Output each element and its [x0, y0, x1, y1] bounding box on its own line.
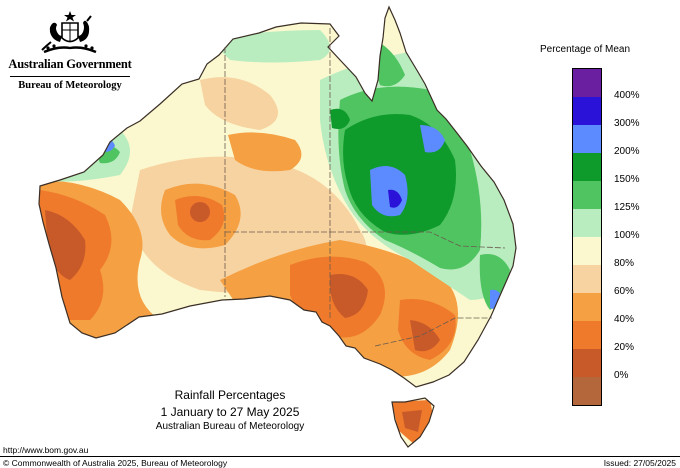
legend-label: 100%: [614, 230, 640, 241]
legend-label: 20%: [614, 342, 635, 353]
legend-swatch: [573, 97, 601, 125]
legend-swatch: [573, 125, 601, 153]
government-name: Australian Government: [8, 57, 132, 71]
legend-label: 40%: [614, 314, 635, 325]
legend-swatch: [573, 181, 601, 209]
caption-date-range: 1 January to 27 May 2025: [160, 405, 300, 419]
legend-title: Percentage of Mean: [540, 44, 631, 55]
bureau-name: Bureau of Meteorology: [18, 80, 122, 91]
legend-swatch: [573, 265, 601, 293]
copyright-text: © Commonwealth of Australia 2025, Bureau…: [3, 458, 228, 468]
caption-source: Australian Bureau of Meteorology: [155, 421, 305, 432]
legend-label: 125%: [614, 202, 640, 213]
legend-color-bar: [572, 68, 602, 406]
legend-swatch: [573, 209, 601, 237]
legend-swatch: [573, 377, 601, 405]
legend-label: 80%: [614, 258, 635, 269]
issued-date: Issued: 27/05/2025: [603, 458, 676, 468]
caption-title: Rainfall Percentages: [174, 388, 286, 402]
legend-label: 300%: [614, 118, 640, 129]
government-branding: Australian Government Bureau of Meteorol…: [8, 10, 132, 91]
legend-label: 60%: [614, 286, 635, 297]
legend-swatch: [573, 237, 601, 265]
coat-of-arms-icon: [41, 11, 97, 54]
legend-label: 150%: [614, 174, 640, 185]
australia-coastline: [38, 5, 517, 388]
legend-label: 200%: [614, 146, 640, 157]
legend-swatch: [573, 153, 601, 181]
state-boundaries: [224, 28, 506, 347]
branding-divider: [10, 76, 130, 77]
map-caption: Rainfall Percentages 1 January to 27 May…: [130, 388, 330, 432]
footer-divider: [0, 456, 680, 457]
website-link[interactable]: http://www.bom.gov.au: [3, 445, 89, 455]
legend-label: 0%: [614, 370, 629, 381]
legend-swatch: [573, 69, 601, 97]
tasmania-coastline: [391, 397, 435, 448]
legend-swatch: [573, 321, 601, 349]
legend-swatch: [573, 349, 601, 377]
legend-label: 400%: [614, 90, 640, 101]
legend-swatch: [573, 293, 601, 321]
